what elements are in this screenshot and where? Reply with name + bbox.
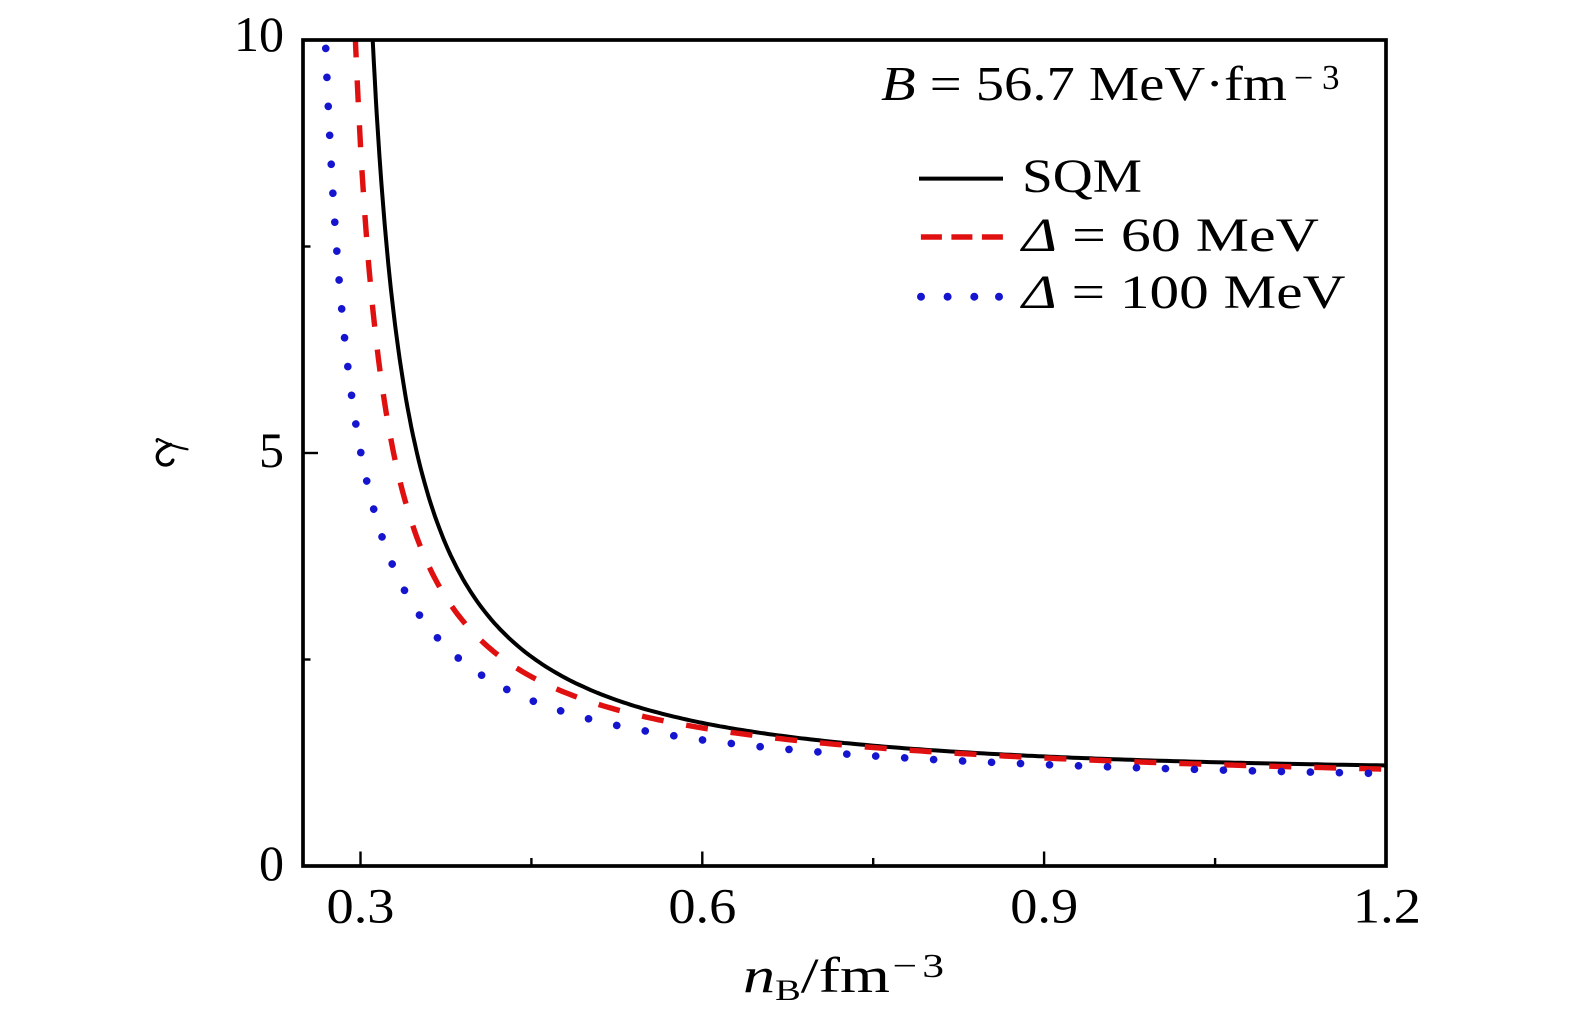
svg-text:B = 56.7 MeV·fm: B = 56.7 MeV·fm <box>881 57 1287 111</box>
svg-text:0.6: 0.6 <box>668 878 736 934</box>
svg-text:SQM: SQM <box>1022 150 1142 203</box>
svg-text:Δ = 60 MeV: Δ = 60 MeV <box>1020 209 1319 262</box>
svg-text:10: 10 <box>234 6 284 62</box>
svg-text:0.3: 0.3 <box>327 878 395 934</box>
svg-text:0.9: 0.9 <box>1010 878 1078 934</box>
svg-text:nB/fm−3: nB/fm−3 <box>743 947 949 1006</box>
svg-text:1.2: 1.2 <box>1353 878 1421 934</box>
svg-text:−: − <box>1294 60 1313 97</box>
svg-text:3: 3 <box>1322 58 1340 97</box>
svg-text:Δ = 100 MeV: Δ = 100 MeV <box>1020 265 1346 318</box>
svg-text:5: 5 <box>259 422 284 478</box>
svg-text:0: 0 <box>259 835 284 891</box>
